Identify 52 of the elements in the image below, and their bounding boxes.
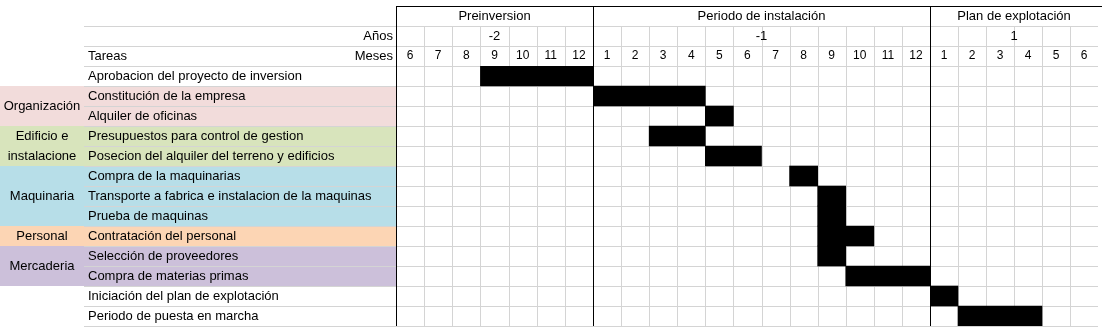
y-tick-label: Contratación del personal — [88, 227, 237, 243]
chart-title: Preinversion — [458, 7, 531, 23]
y-tick-label: Aprobacion del proyecto de inversion — [88, 67, 302, 83]
x-tick-label: 5 — [716, 48, 724, 63]
chart-subtitle: 1 — [1010, 27, 1018, 43]
x-tick-label: 7 — [772, 48, 780, 63]
x-tick-label: 6 — [1080, 48, 1088, 63]
chart-title: Plan de explotación — [957, 7, 1071, 23]
x-tick-label: 4 — [1024, 48, 1032, 63]
x-tick-label: 12 — [572, 48, 586, 63]
x-tick-label: 4 — [687, 48, 695, 63]
x-tick-label: 6 — [406, 48, 414, 63]
x-axis-title: Meses — [354, 47, 394, 63]
y-tick-label: Periodo de puesta en marcha — [88, 307, 260, 323]
y-tick-label: Iniciación del plan de explotación — [88, 287, 279, 303]
x-tick-label: 1 — [603, 48, 611, 63]
x-tick-label: 9 — [828, 48, 836, 63]
x-tick-label: 9 — [491, 48, 499, 63]
y-tick-label: Alquiler de oficinas — [88, 107, 198, 123]
text: Años — [363, 27, 394, 43]
x-tick-label: 11 — [881, 48, 895, 63]
x-tick-label: 8 — [463, 48, 471, 63]
y-tick-label: Compra de materias primas — [88, 267, 249, 283]
y-axis-title: Tareas — [88, 47, 128, 63]
x-tick-label: 3 — [996, 48, 1004, 63]
x-tick-label: 2 — [968, 48, 976, 63]
text: Mercaderia — [8, 257, 76, 275]
x-tick-label: 11 — [544, 48, 558, 63]
x-tick-label: 12 — [909, 48, 923, 63]
y-tick-label: Constitución de la empresa — [88, 87, 247, 103]
y-tick-label: Transporte a fabrica e instalacion de la maquinas — [88, 187, 373, 203]
x-tick-label: 6 — [744, 48, 752, 63]
x-tick-label: 3 — [659, 48, 667, 63]
x-tick-label: 1 — [940, 48, 948, 63]
text: Edificio e instalacione — [6, 127, 78, 165]
y-tick-label: Presupuestos para control de gestion — [88, 127, 304, 143]
chart-subtitle: -1 — [755, 27, 768, 43]
chart-title: Periodo de instalación — [697, 7, 826, 23]
x-tick-label: 5 — [1052, 48, 1060, 63]
y-tick-label: Posecion del alquiler del terreno y edificios — [88, 147, 335, 163]
y-tick-label: Compra de la maquinarias — [88, 167, 241, 183]
text: Organización — [2, 97, 82, 115]
text: Personal — [15, 227, 69, 245]
y-tick-label: Selección de proveedores — [88, 247, 239, 263]
x-tick-label: 10 — [515, 48, 530, 63]
text: Maquinaria — [8, 187, 76, 205]
x-tick-label: 10 — [853, 48, 867, 63]
x-tick-label: 7 — [434, 48, 442, 63]
x-tick-label: 2 — [631, 48, 639, 63]
chart-subtitle: -2 — [488, 27, 501, 43]
x-tick-label: 8 — [800, 48, 808, 63]
y-tick-label: Prueba de maquinas — [88, 207, 209, 223]
